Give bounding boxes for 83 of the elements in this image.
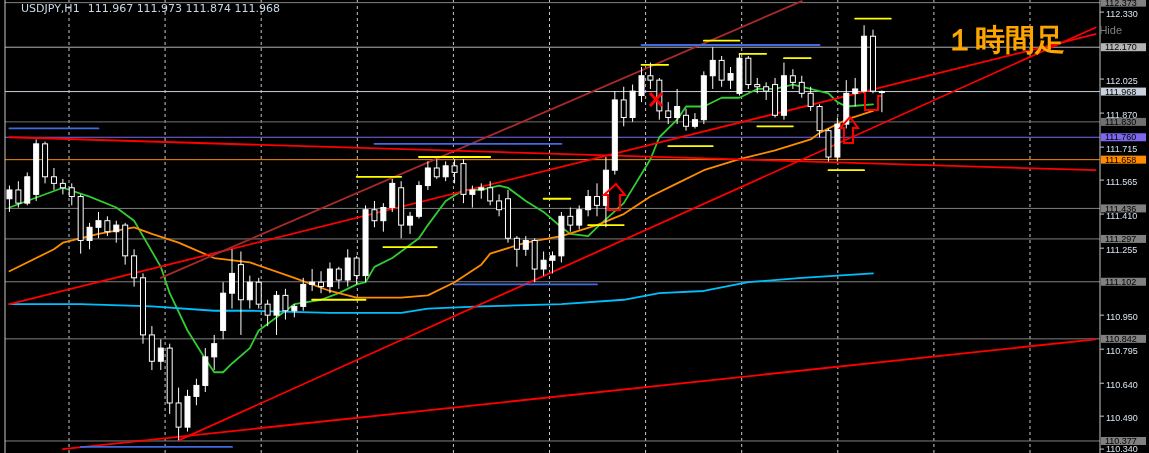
candlestick	[6, 185, 13, 213]
ref-line-label: 110.842	[1105, 334, 1137, 345]
candlestick	[131, 248, 138, 288]
candlestick	[576, 204, 583, 230]
candlestick	[193, 378, 200, 406]
candlestick	[264, 299, 271, 327]
candlestick	[522, 235, 529, 257]
candlestick	[496, 193, 503, 217]
candlestick	[424, 160, 431, 191]
y-tick-label: 111.565	[1106, 176, 1138, 187]
candlestick	[683, 108, 690, 132]
candlestick	[371, 200, 378, 228]
candlestick	[255, 277, 262, 310]
candlestick	[157, 338, 164, 371]
candlestick	[104, 215, 111, 237]
candlestick	[718, 55, 725, 88]
candlestick	[727, 66, 734, 90]
y-tick-label: 111.870	[1106, 109, 1138, 120]
candlestick	[852, 77, 859, 108]
candlestick	[549, 250, 556, 274]
candlestick	[798, 75, 805, 99]
candlestick	[318, 270, 325, 294]
candlestick	[344, 248, 351, 288]
y-tick-label: 110.640	[1106, 379, 1138, 390]
candlestick	[638, 66, 645, 103]
candlestick	[309, 268, 316, 292]
candlestick	[300, 277, 307, 312]
chart-subtitle: 111.967 111.973 111.874 111.968	[87, 2, 281, 15]
y-tick-label: 111.255	[1106, 244, 1138, 255]
ref-line-label: 112.170	[1105, 42, 1137, 53]
candlestick	[326, 261, 333, 294]
candlestick	[59, 178, 66, 195]
candlestick	[407, 211, 414, 235]
candlestick	[513, 235, 520, 268]
ref-line-label: 111.297	[1105, 234, 1137, 245]
candlestick	[709, 46, 716, 90]
y-tick-label: 110.950	[1106, 311, 1138, 322]
candlestick	[647, 62, 654, 90]
candlestick	[807, 86, 814, 112]
candlestick	[433, 158, 440, 180]
candlestick	[878, 89, 885, 113]
y-tick-label: 112.025	[1106, 75, 1138, 86]
ref-line-label: 111.968	[1105, 86, 1137, 97]
candlestick	[469, 185, 476, 209]
y-tick-label: 110.340	[1106, 444, 1138, 453]
candlestick	[442, 160, 449, 182]
candlestick	[789, 68, 796, 90]
candlestick	[487, 180, 494, 206]
candlestick	[282, 288, 289, 321]
ref-line-label: 110.377	[1105, 436, 1137, 447]
candlestick	[50, 167, 57, 191]
candlestick	[229, 248, 236, 310]
candlestick	[540, 250, 547, 277]
line-series	[8, 110, 874, 299]
ref-line-label: 111.658	[1105, 154, 1137, 165]
y-tick-label: 110.490	[1106, 412, 1138, 423]
ref-line-label: 111.760	[1105, 132, 1137, 143]
chart-title: USDJPY,H1	[21, 2, 80, 15]
y-tick-label: 112.330	[1106, 8, 1138, 19]
y-tick-label: 110.795	[1106, 345, 1138, 356]
candlestick	[113, 220, 120, 244]
candlestick	[674, 88, 681, 125]
y-tick-label: 111.715	[1106, 143, 1138, 154]
candlestick	[273, 290, 280, 336]
candlestick	[353, 255, 360, 285]
candlestick	[68, 182, 75, 206]
candlestick	[691, 112, 698, 129]
candlestick	[335, 266, 342, 290]
ref-line-label: 111.830	[1105, 117, 1137, 128]
ref-line-label: 111.102	[1105, 276, 1137, 287]
candlestick	[665, 101, 672, 125]
candlestick	[380, 202, 387, 233]
ref-line-label: 112.373	[1105, 0, 1137, 8]
candlestick	[567, 207, 574, 233]
candlestick	[95, 211, 102, 239]
candlestick	[585, 189, 592, 217]
candlestick	[620, 86, 627, 127]
candlestick	[211, 334, 218, 371]
candlestick	[86, 222, 93, 250]
candlestick	[594, 182, 601, 217]
candlestick	[15, 180, 22, 209]
candlestick	[246, 275, 253, 310]
candlestick	[451, 158, 458, 184]
